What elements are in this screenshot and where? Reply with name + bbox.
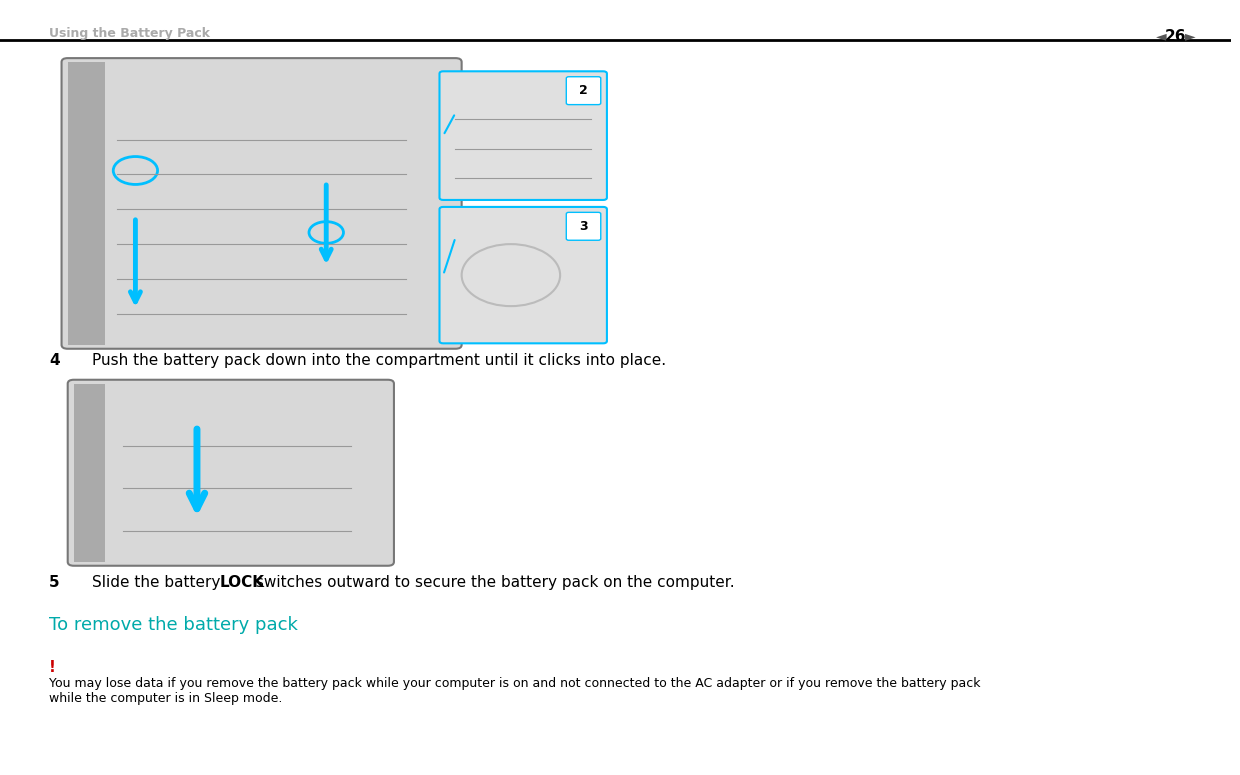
- Text: You may lose data if you remove the battery pack while your computer is on and n: You may lose data if you remove the batt…: [50, 677, 981, 705]
- Text: Using the Battery Pack: Using the Battery Pack: [50, 27, 211, 40]
- Text: 4: 4: [50, 353, 60, 367]
- Text: ►: ►: [1185, 29, 1195, 43]
- FancyBboxPatch shape: [439, 71, 606, 200]
- Text: 3: 3: [579, 220, 588, 232]
- FancyBboxPatch shape: [68, 380, 394, 566]
- Text: 5: 5: [50, 575, 60, 590]
- Text: 26: 26: [1164, 29, 1187, 44]
- Text: Slide the battery: Slide the battery: [92, 575, 226, 590]
- FancyBboxPatch shape: [439, 207, 606, 343]
- FancyBboxPatch shape: [567, 212, 600, 240]
- FancyBboxPatch shape: [567, 77, 600, 105]
- Bar: [68, 62, 104, 345]
- FancyBboxPatch shape: [62, 58, 461, 349]
- Text: LOCK: LOCK: [219, 575, 265, 590]
- Text: ◄: ◄: [1156, 29, 1166, 43]
- Text: !: !: [50, 660, 56, 675]
- Text: 2: 2: [579, 84, 588, 97]
- Text: switches outward to secure the battery pack on the computer.: switches outward to secure the battery p…: [252, 575, 735, 590]
- Bar: [74, 384, 104, 562]
- Text: To remove the battery pack: To remove the battery pack: [50, 616, 298, 634]
- Text: Push the battery pack down into the compartment until it clicks into place.: Push the battery pack down into the comp…: [92, 353, 666, 367]
